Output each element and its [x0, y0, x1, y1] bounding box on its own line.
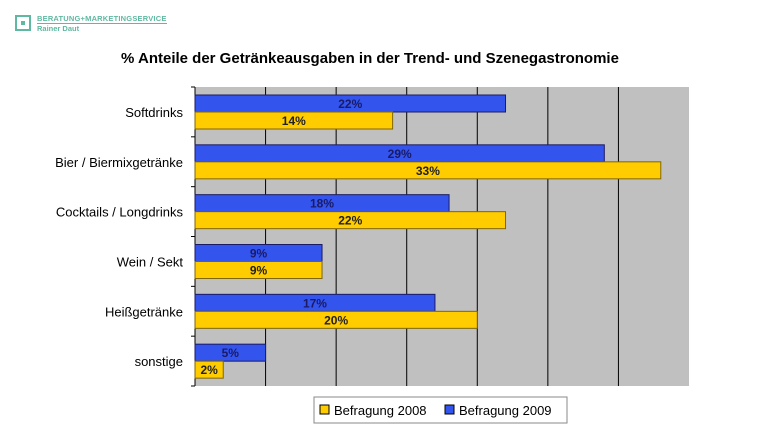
- data-label: 14%: [282, 114, 306, 128]
- logo-line2: Rainer Daut: [37, 24, 80, 33]
- data-label: 20%: [324, 313, 348, 327]
- logo: BERATUNG+MARKETINGSERVICE Rainer Daut: [15, 14, 167, 33]
- legend-label: Befragung 2008: [334, 403, 427, 418]
- data-label: 22%: [338, 97, 362, 111]
- data-label: 5%: [222, 346, 240, 360]
- logo-line1: BERATUNG+MARKETINGSERVICE: [37, 14, 167, 24]
- legend-label: Befragung 2009: [459, 403, 552, 418]
- bar-befragung-2008: [194, 310, 478, 329]
- data-label: 33%: [416, 164, 440, 178]
- bar-befragung-2008: [194, 161, 662, 180]
- data-label: 2%: [200, 363, 218, 377]
- bar-befragung-2008: [194, 211, 507, 230]
- data-label: 9%: [250, 264, 268, 278]
- category-label: Wein / Sekt: [117, 254, 184, 269]
- logo-icon: [15, 15, 31, 31]
- legend-swatch: [444, 404, 455, 415]
- data-label: 9%: [250, 247, 268, 261]
- legend-swatch: [319, 404, 330, 415]
- category-label: Heißgetränke: [105, 304, 183, 319]
- bar-befragung-2009: [194, 343, 267, 362]
- plot-area: [195, 87, 689, 386]
- data-label: 17%: [303, 296, 327, 310]
- legend: [313, 396, 568, 424]
- category-label: Softdrinks: [125, 105, 183, 120]
- category-label: Bier / Biermixgetränke: [55, 155, 183, 170]
- chart-title: % Anteile der Getränkeausgaben in der Tr…: [121, 50, 619, 67]
- category-label: Cocktails / Longdrinks: [56, 205, 184, 220]
- bar-befragung-2008: [194, 111, 394, 130]
- bar-befragung-2008: [194, 261, 323, 279]
- data-label: 22%: [338, 214, 362, 228]
- category-label: sonstige: [135, 354, 183, 369]
- bar-befragung-2008: [194, 360, 224, 379]
- data-label: 18%: [310, 197, 334, 211]
- data-label: 29%: [388, 147, 412, 161]
